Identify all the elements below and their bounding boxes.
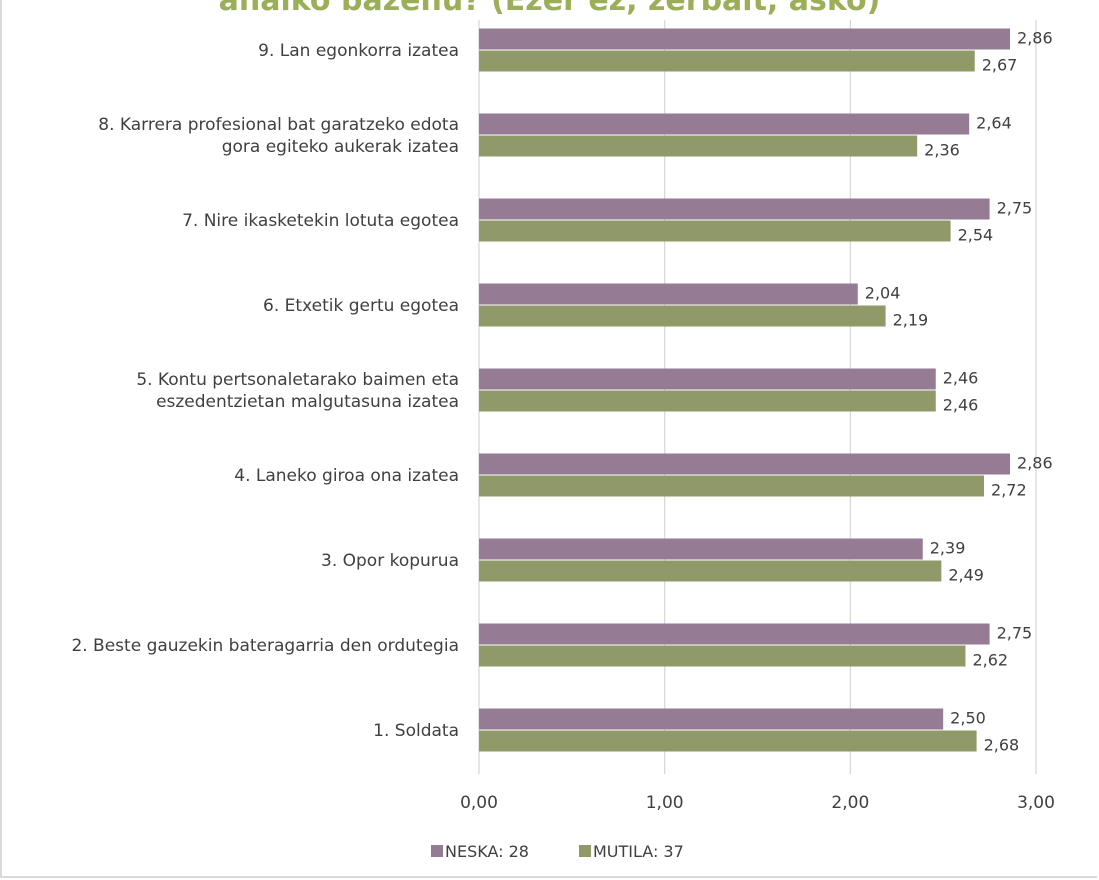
legend: NESKA: 28 MUTILA: 37 bbox=[431, 842, 684, 861]
data-label: 2,04 bbox=[865, 284, 901, 303]
category-labels: 1. Soldata 2. Beste gauzekin bateragarria… bbox=[71, 41, 459, 741]
category-label: 3. Opor kopurua bbox=[321, 551, 459, 571]
bar-neska bbox=[479, 283, 858, 305]
legend-swatch-neska bbox=[431, 845, 443, 857]
bar-neska bbox=[479, 28, 1011, 50]
category-label: 8. Karrera profesional bat garatzeko edo… bbox=[98, 115, 459, 135]
legend-swatch-mutila bbox=[579, 845, 591, 857]
data-label: 2,68 bbox=[984, 736, 1020, 755]
bar-mutila bbox=[479, 220, 951, 242]
bar-mutila bbox=[479, 50, 975, 72]
bars bbox=[479, 28, 1011, 752]
category-label: eszedentzietan malgutasuna izatea bbox=[156, 392, 459, 412]
chart-title: anaiko bazenu? (Ezer ez, zerbait, asko) bbox=[218, 0, 881, 18]
data-label: 2,72 bbox=[991, 481, 1027, 500]
bar-neska bbox=[479, 368, 936, 390]
bar-mutila bbox=[479, 475, 985, 497]
category-label: gora egiteko aukerak izatea bbox=[222, 137, 459, 157]
bar-mutila bbox=[479, 730, 977, 752]
bar-mutila bbox=[479, 560, 942, 582]
bar-mutila bbox=[479, 135, 918, 157]
bar-mutila bbox=[479, 390, 936, 412]
data-label: 2,46 bbox=[943, 369, 979, 388]
data-label: 2,75 bbox=[997, 624, 1033, 643]
data-label: 2,67 bbox=[982, 56, 1018, 75]
data-label: 2,75 bbox=[997, 199, 1033, 218]
data-label: 2,50 bbox=[950, 709, 986, 728]
bar-neska bbox=[479, 198, 990, 220]
bar-neska bbox=[479, 113, 970, 135]
bar-mutila bbox=[479, 645, 966, 667]
category-label: 1. Soldata bbox=[373, 721, 459, 741]
category-label: 6. Etxetik gertu egotea bbox=[263, 296, 459, 316]
x-tick-label: 3,00 bbox=[1017, 793, 1055, 813]
category-label: 4. Laneko giroa ona izatea bbox=[234, 466, 459, 486]
data-label: 2,39 bbox=[930, 539, 966, 558]
bar-neska bbox=[479, 708, 944, 730]
data-label: 2,62 bbox=[972, 651, 1008, 670]
x-tick-label: 2,00 bbox=[831, 793, 869, 813]
bar-mutila bbox=[479, 305, 886, 327]
value-labels: 2,50 2,68 2,75 2,62 2,39 2,49 2,86 2,72 2,46 2,46… bbox=[865, 29, 1053, 755]
category-label: 7. Nire ikasketekin lotuta egotea bbox=[182, 211, 459, 231]
data-label: 2,86 bbox=[1017, 29, 1053, 48]
data-label: 2,86 bbox=[1017, 454, 1053, 473]
bar-neska bbox=[479, 453, 1011, 475]
x-tick-labels: 0,00 1,00 2,00 3,00 bbox=[460, 793, 1055, 813]
category-label: 2. Beste gauzekin bateragarria den ordut… bbox=[71, 636, 459, 656]
bar-neska bbox=[479, 623, 990, 645]
data-label: 2,36 bbox=[924, 141, 960, 160]
data-label: 2,19 bbox=[893, 311, 929, 330]
bar-neska bbox=[479, 538, 923, 560]
category-label: 9. Lan egonkorra izatea bbox=[258, 41, 459, 61]
data-label: 2,49 bbox=[948, 566, 984, 585]
category-label: 5. Kontu pertsonaletarako baimen eta bbox=[136, 370, 459, 390]
data-label: 2,46 bbox=[943, 396, 979, 415]
data-label: 2,54 bbox=[958, 226, 994, 245]
data-label: 2,64 bbox=[976, 114, 1012, 133]
legend-label-neska: NESKA: 28 bbox=[445, 842, 529, 861]
x-tick-label: 0,00 bbox=[460, 793, 498, 813]
x-tick-label: 1,00 bbox=[646, 793, 684, 813]
legend-label-mutila: MUTILA: 37 bbox=[593, 842, 684, 861]
